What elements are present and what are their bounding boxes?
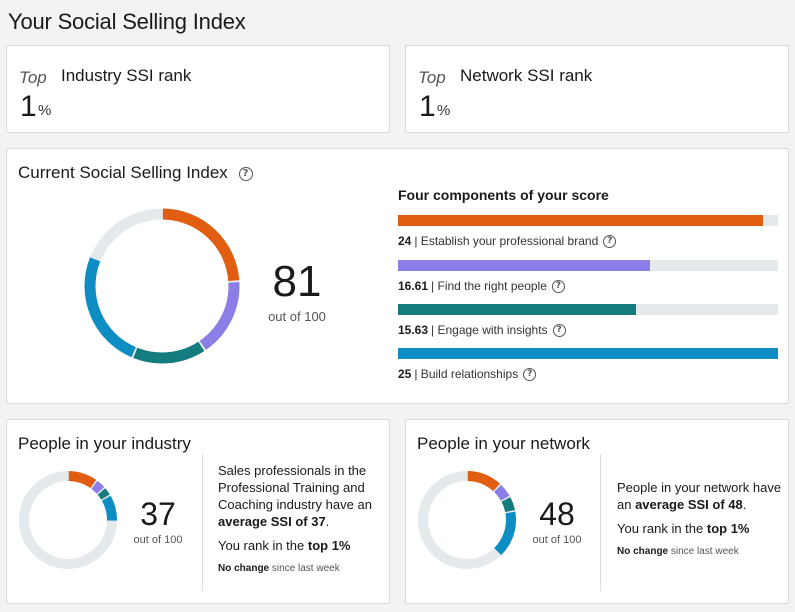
component-label: 24 | Establish your professional brand?	[398, 234, 617, 249]
industry-rank-text: You rank in the	[218, 538, 308, 553]
network-rank-line: You rank in the top 1%	[617, 521, 750, 536]
network-rank-card: Top Network SSI rank 1 %	[405, 45, 789, 133]
component-label: 15.63 | Engage with insights?	[398, 323, 566, 338]
industry-rank-bold: top 1%	[307, 538, 351, 553]
network-donut	[418, 471, 516, 569]
donut-segment	[494, 511, 516, 556]
donut-segment	[91, 480, 105, 494]
question-circle-icon[interactable]: ?	[551, 280, 565, 294]
industry-description: Sales professionals in the Professional …	[218, 462, 380, 530]
component-name: | Engage with insights	[431, 323, 548, 337]
component-value: 16.61	[398, 279, 429, 293]
component-value: 15.63	[398, 323, 429, 337]
industry-rank-title: Industry SSI rank	[61, 66, 192, 85]
donut-segment	[84, 257, 136, 358]
network-rank-title: Network SSI rank	[460, 66, 593, 85]
component-bar-track	[398, 304, 778, 315]
component-label: 16.61 | Find the right people?	[398, 279, 565, 294]
industry-rank-line: You rank in the top 1%	[218, 538, 351, 553]
industry-rank-value: 1	[20, 90, 37, 123]
donut-segment	[97, 488, 110, 500]
industry-out-of: out of 100	[133, 534, 183, 546]
component-name: | Establish your professional brand	[414, 234, 599, 248]
question-circle-icon[interactable]: ?	[523, 368, 537, 382]
current-ssi-heading: Current Social Selling Index ?	[18, 163, 253, 183]
current-ssi-card: Current Social Selling Index ? 81 out of…	[6, 148, 789, 404]
donut-segment	[162, 208, 240, 282]
component-bar-track	[398, 348, 778, 359]
industry-score: 37	[140, 496, 176, 532]
industry-donut	[19, 471, 117, 569]
component-name: | Build relationships	[414, 367, 519, 381]
current-ssi-title: Current Social Selling Index	[18, 163, 228, 182]
industry-rank-prefix: Top	[19, 68, 47, 87]
component-bar-fill	[398, 260, 651, 271]
network-score: 48	[539, 496, 575, 532]
question-circle-icon[interactable]: ?	[603, 235, 617, 249]
component-value: 24	[398, 234, 412, 248]
industry-rank-unit: %	[38, 102, 52, 119]
network-change-line: No change since last week	[617, 546, 739, 557]
component-bar-fill	[398, 348, 778, 359]
network-desc-text: People in your network have an	[617, 480, 782, 512]
industry-rank-card: Top Industry SSI rank 1 %	[6, 45, 390, 133]
component-bar-fill	[398, 304, 636, 315]
network-people-card: People in your network 48 out of 100 Peo…	[405, 419, 789, 604]
donut-segment	[494, 484, 510, 501]
component-bar-track	[398, 260, 778, 271]
industry-change-bold: No change	[218, 563, 270, 574]
industry-desc-average: average SSI of 37	[218, 514, 326, 529]
industry-people-title: People in your industry	[18, 434, 191, 453]
component-row: 24 | Establish your professional brand?	[398, 215, 778, 249]
network-description: People in your network have an average S…	[617, 479, 782, 513]
network-out-of: out of 100	[532, 534, 582, 546]
page-title: Your Social Selling Index	[8, 9, 246, 34]
component-bar-fill	[398, 215, 763, 226]
network-people-title: People in your network	[417, 434, 590, 453]
donut-segment	[133, 341, 205, 364]
components-heading: Four components of your score	[398, 187, 609, 203]
network-rank-unit: %	[437, 102, 451, 119]
industry-people-card: People in your industry 37 out of 100 Sa…	[6, 419, 390, 604]
network-rank-prefix: Top	[418, 68, 446, 87]
donut-segment	[467, 471, 500, 492]
component-bar-track	[398, 215, 778, 226]
component-row: 15.63 | Engage with insights?	[398, 304, 778, 338]
component-name: | Find the right people	[431, 279, 547, 293]
network-desc-end: .	[742, 497, 747, 512]
donut-segment	[199, 282, 240, 350]
network-rank-value: 1	[419, 90, 436, 123]
industry-divider	[202, 454, 203, 591]
current-ssi-out-of: out of 100	[268, 309, 326, 324]
industry-desc-end: .	[325, 514, 330, 529]
donut-segment	[101, 495, 117, 521]
donut-segment	[68, 471, 97, 489]
donut-segment	[501, 497, 515, 513]
network-rank-bold: top 1%	[706, 521, 750, 536]
current-ssi-score: 81	[272, 257, 322, 306]
network-desc-average: average SSI of 48	[635, 497, 743, 512]
component-row: 16.61 | Find the right people?	[398, 260, 778, 294]
network-change-text: since last week	[668, 546, 739, 557]
component-label: 25 | Build relationships?	[398, 367, 537, 382]
network-rank-text: You rank in the	[617, 521, 707, 536]
question-circle-icon[interactable]: ?	[552, 324, 566, 338]
industry-change-line: No change since last week	[218, 563, 340, 574]
question-circle-icon[interactable]: ?	[238, 166, 253, 181]
component-value: 25	[398, 367, 412, 381]
component-row: 25 | Build relationships?	[398, 348, 778, 382]
network-change-bold: No change	[617, 546, 669, 557]
network-divider	[600, 454, 601, 591]
industry-change-text: since last week	[269, 563, 340, 574]
current-ssi-donut	[84, 208, 240, 364]
industry-desc-text: Sales professionals in the Professional …	[218, 463, 372, 512]
